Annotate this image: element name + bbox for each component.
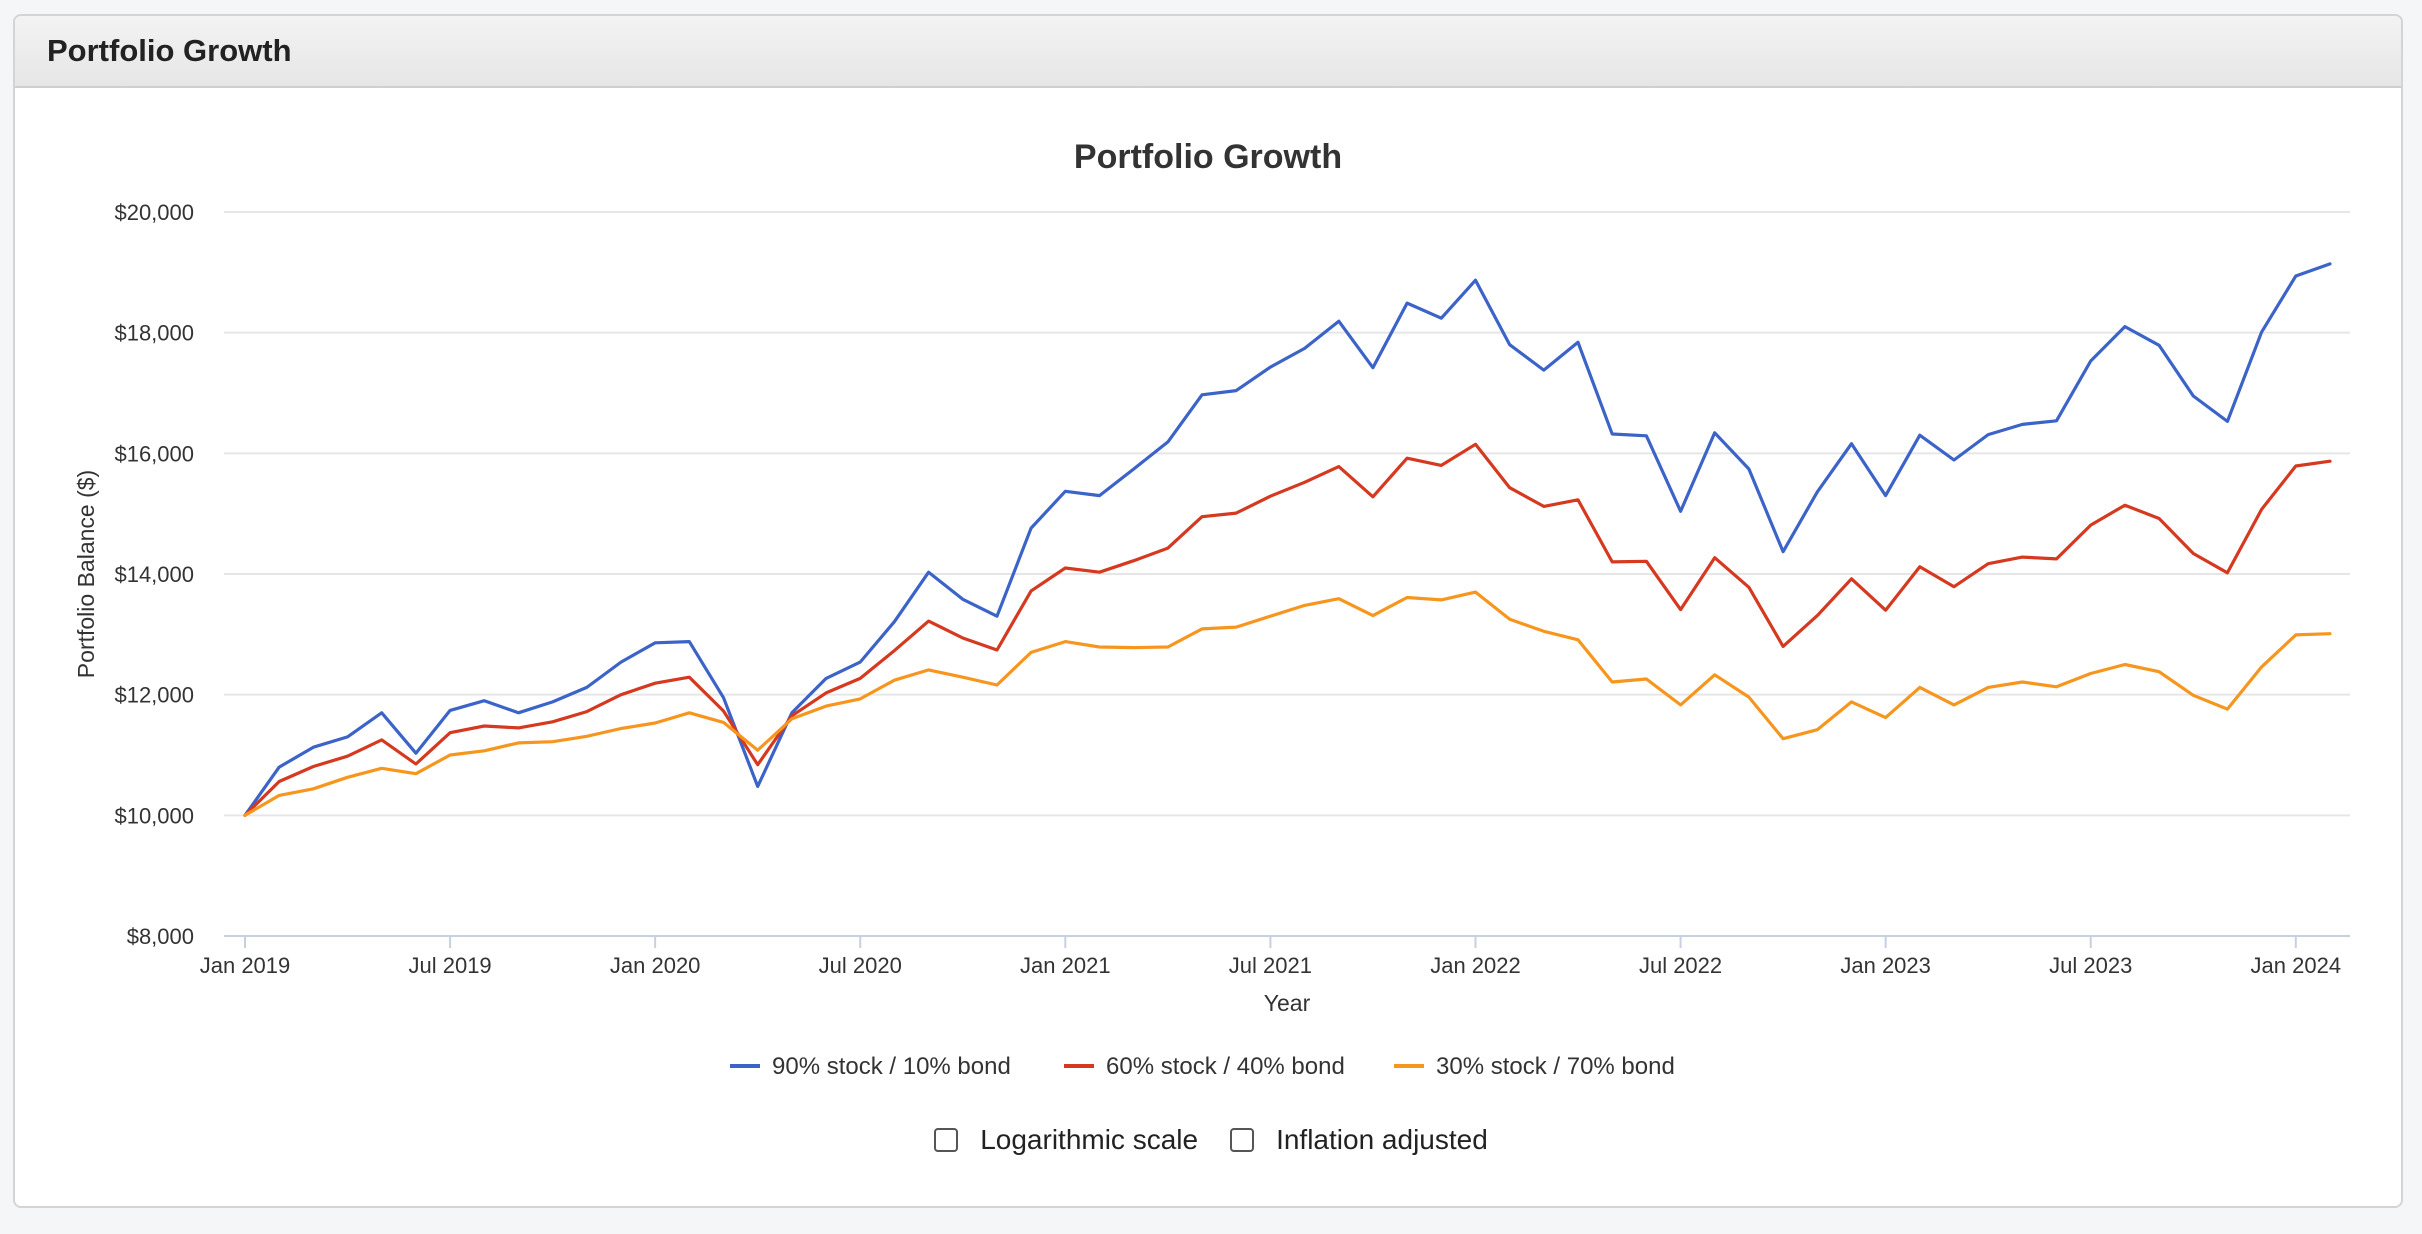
logarithmic-scale-checkbox[interactable]: [934, 1128, 959, 1152]
chart-options: Logarithmic scale Inflation adjusted: [0, 1118, 2422, 1162]
logarithmic-scale-option[interactable]: Logarithmic scale: [934, 1124, 1198, 1156]
legend-label: 30% stock / 70% bond: [1436, 1053, 1675, 1080]
inflation-adjusted-option[interactable]: Inflation adjusted: [1230, 1124, 1488, 1156]
legend-item-3[interactable]: 30% stock / 70% bond: [1394, 1053, 1675, 1080]
y-tick-label: $18,000: [114, 321, 194, 346]
chart-legend: 90% stock / 10% bond 60% stock / 40% bond…: [730, 1053, 1675, 1080]
x-tick-label: Jul 2023: [2049, 953, 2132, 978]
logarithmic-scale-label: Logarithmic scale: [980, 1124, 1199, 1155]
x-tick-label: Jan 2020: [610, 953, 701, 978]
legend-item-1[interactable]: 90% stock / 10% bond: [730, 1053, 1011, 1080]
y-tick-label: $14,000: [114, 562, 194, 587]
legend-item-2[interactable]: 60% stock / 40% bond: [1064, 1053, 1345, 1080]
legend-label: 60% stock / 40% bond: [1106, 1053, 1345, 1080]
x-tick-label: Jan 2019: [200, 953, 291, 978]
chart-gridlines: [224, 211, 2350, 817]
x-tick-label: Jan 2024: [2251, 953, 2342, 978]
panel-header: Portfolio Growth: [15, 16, 2401, 88]
x-tick-label: Jul 2021: [1229, 953, 1312, 978]
series-line-2: [243, 442, 2332, 817]
inflation-adjusted-label: Inflation adjusted: [1276, 1124, 1488, 1155]
x-axis-ticks: Jan 2019 Jul 2019 Jan 2020 Jul 2020 Jan 2021…: [200, 936, 2341, 978]
y-tick-label: $20,000: [114, 200, 194, 225]
x-tick-label: Jan 2023: [1840, 953, 1931, 978]
x-tick-label: Jan 2021: [1020, 953, 1111, 978]
y-tick-label: $10,000: [114, 803, 194, 828]
y-tick-label: $12,000: [114, 683, 194, 708]
legend-label: 90% stock / 10% bond: [772, 1053, 1011, 1080]
y-axis-ticks: $8,000 $10,000 $12,000 $14,000 $16,000 $18,00…: [114, 200, 194, 949]
series-line-3: [243, 590, 2332, 817]
x-tick-label: Jul 2019: [408, 953, 491, 978]
chart-title: Portfolio Growth: [1074, 138, 1342, 176]
x-tick-label: Jul 2022: [1639, 953, 1722, 978]
panel-title: Portfolio Growth: [47, 33, 292, 68]
y-tick-label: $16,000: [114, 441, 194, 466]
y-axis-label: Portfolio Balance ($): [73, 470, 99, 678]
inflation-adjusted-checkbox[interactable]: [1230, 1128, 1255, 1152]
y-tick-label: $8,000: [127, 924, 194, 949]
series-line-1: [243, 262, 2332, 817]
x-tick-label: Jan 2022: [1430, 953, 1521, 978]
x-tick-label: Jul 2020: [819, 953, 902, 978]
chart-series: [243, 262, 2332, 817]
x-axis-label: Year: [1264, 990, 1311, 1016]
